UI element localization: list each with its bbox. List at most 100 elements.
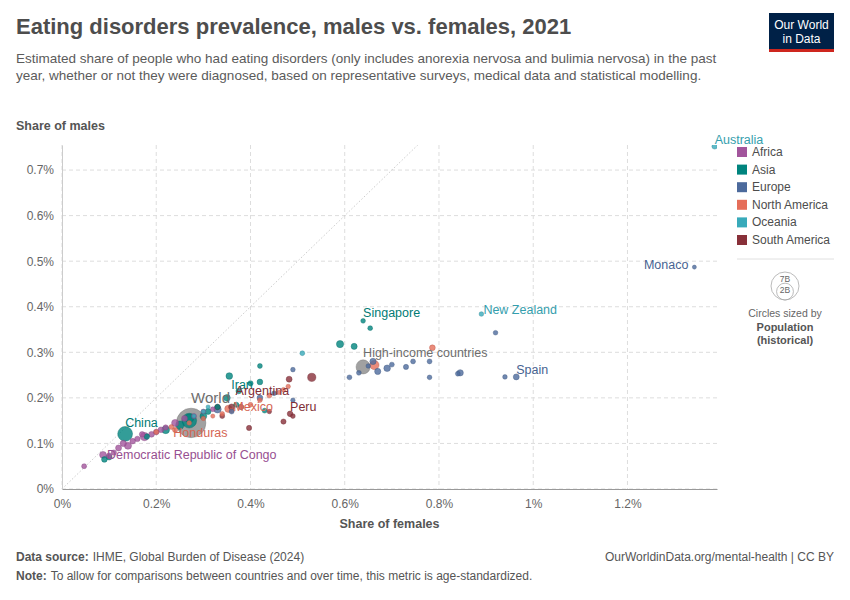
point (375, 368, 381, 374)
tick-label: 0.3% (27, 346, 55, 360)
point (493, 330, 498, 335)
tick: 0.8% (426, 489, 454, 511)
tick: 0% (37, 482, 62, 496)
point-label: Singapore (363, 306, 420, 320)
point (246, 425, 251, 430)
tick: 0.2% (27, 391, 62, 405)
point-label: Peru (290, 400, 316, 414)
point (403, 364, 408, 369)
subtitle-line: year, whether or not they were diagnosed… (16, 68, 701, 83)
size-legend-divider (737, 259, 834, 260)
point (257, 364, 262, 369)
legend-swatch (737, 200, 747, 210)
title: Eating disorders prevalence, males vs. f… (16, 14, 571, 39)
tick: 0.2% (143, 489, 171, 511)
point (300, 351, 305, 356)
point (211, 414, 215, 418)
tick-label: 1.2% (614, 497, 642, 511)
tick-label: 0.6% (27, 209, 55, 223)
tick-label: 0.8% (426, 497, 454, 511)
point (291, 367, 296, 372)
point (120, 440, 126, 446)
grid-line (156, 145, 157, 489)
tick: 0.7% (27, 163, 62, 177)
tick-label: 0.6% (332, 497, 360, 511)
size-legend-circle (777, 283, 794, 300)
grid-line (62, 215, 717, 216)
subtitle: Estimated share of people who had eating… (16, 51, 716, 83)
size-legend-variable: Population (757, 321, 814, 333)
tick-label: 0.4% (237, 497, 265, 511)
point (384, 365, 391, 372)
size-legend: 7B2BCircles sized byPopulation(historica… (737, 259, 834, 346)
point (368, 326, 373, 331)
point-label: New Zealand (483, 303, 557, 317)
legend-swatch (737, 217, 747, 227)
grid-line (438, 145, 439, 489)
point (201, 416, 205, 420)
tick-label: 1% (525, 497, 543, 511)
point (220, 411, 225, 416)
point (163, 425, 168, 430)
point (389, 362, 394, 367)
point (286, 376, 292, 382)
y-axis: 0% 0.1% 0.2% 0.3% 0.4% 0.5% 0.6% 0.7% (27, 146, 63, 497)
size-legend-title: Circles sized by (748, 307, 822, 319)
logo-strip (769, 49, 834, 52)
logo-box (769, 13, 834, 51)
chart-svg: Eating disorders prevalence, males vs. f… (0, 0, 850, 600)
point (187, 421, 192, 426)
grid-line (62, 443, 717, 444)
legend-label: Europe (752, 180, 791, 194)
point (135, 436, 140, 441)
plot-area (62, 145, 717, 489)
tick: 1% (525, 489, 543, 511)
point (82, 464, 87, 469)
logo-text: in Data (782, 32, 820, 46)
tick-label: 0.4% (27, 300, 55, 314)
point (192, 414, 196, 418)
x-axis-line (63, 489, 718, 490)
grid-line (62, 170, 717, 171)
grid-line (62, 145, 63, 489)
point-label: Democratic Republic of Congo (107, 448, 277, 462)
tick: 0.5% (27, 255, 62, 269)
tick-label: 0.2% (27, 391, 55, 405)
point (201, 409, 205, 413)
point (366, 364, 371, 369)
note: Note: To allow for comparisons between co… (16, 569, 532, 583)
legend-label: Africa (752, 145, 783, 159)
point (291, 414, 296, 419)
legend-label: North America (752, 198, 828, 212)
tick-label: 0.7% (27, 163, 55, 177)
note-label: Note: (16, 569, 47, 583)
tick: 0% (54, 489, 72, 511)
x-axis: 0% 0.2% 0.4% 0.6% 0.8% 1% 1.2% (54, 489, 718, 511)
point (281, 419, 286, 424)
point-label: Monaco (644, 258, 689, 272)
tick: 0.1% (27, 437, 62, 451)
point-label: World (191, 389, 230, 406)
tick-label: 0.2% (143, 497, 171, 511)
size-legend-circle (771, 272, 799, 300)
tick-label: 0% (37, 482, 55, 496)
grid-line (62, 397, 717, 398)
legend-swatch (737, 235, 747, 245)
tick: 0.4% (27, 300, 62, 314)
point-label: High-income countries (363, 346, 487, 360)
point (455, 371, 460, 376)
point-label: China (125, 416, 158, 430)
grid-line (344, 145, 345, 489)
legend-swatch (737, 182, 747, 192)
tick: 1.2% (614, 489, 642, 511)
point-label: Mexico (233, 400, 273, 414)
tick: 0.6% (27, 209, 62, 223)
size-legend-qualifier: (historical) (757, 334, 814, 346)
source-label: Data source: (16, 550, 89, 564)
y-axis-line (62, 146, 63, 490)
point (308, 373, 316, 381)
x-axis-title: Share of females (339, 517, 439, 531)
grid-line (62, 261, 717, 262)
point (336, 341, 343, 348)
note-text: To allow for comparisons between countri… (51, 569, 533, 583)
